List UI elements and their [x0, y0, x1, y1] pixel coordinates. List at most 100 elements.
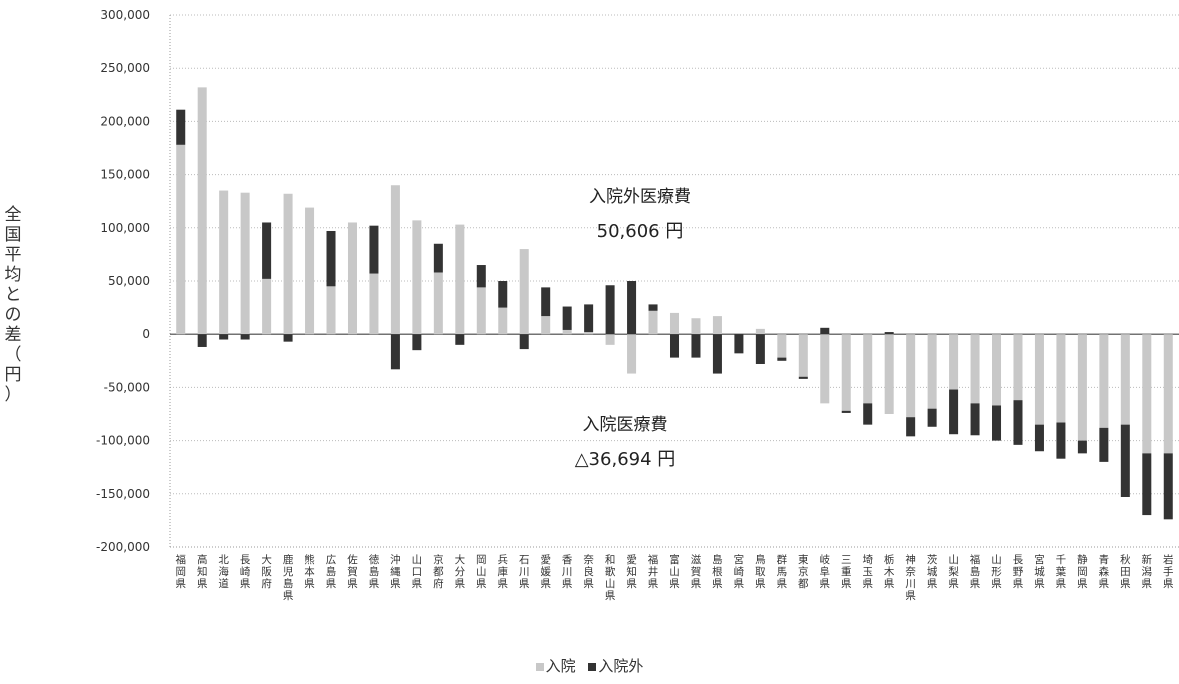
bar-outpatient — [1056, 422, 1066, 459]
annotation-inpatient-value: △36,694 円 — [574, 449, 676, 470]
x-tick-label: 高知県 — [197, 553, 208, 590]
x-tick-label: 岡山県 — [476, 554, 487, 590]
bar-outpatient — [841, 410, 851, 413]
x-tick-label: 熊本県 — [304, 553, 315, 590]
bar-inpatient — [949, 334, 959, 390]
bar-outpatient — [992, 405, 1002, 441]
bar-inpatient — [369, 273, 379, 335]
x-tick-label: 愛知県 — [626, 553, 637, 590]
bar-outpatient — [627, 281, 637, 335]
annotation-outpatient: 入院外医療費 50,606 円 — [575, 182, 705, 243]
x-tick-label: 福井県 — [648, 553, 659, 590]
bar-outpatient — [369, 225, 379, 274]
x-tick-label: 大阪府 — [261, 553, 272, 590]
x-tick-label: 香川県 — [562, 554, 573, 590]
bar-outpatient — [541, 287, 551, 317]
bar-inpatient — [755, 328, 765, 335]
bar-outpatient — [562, 306, 572, 330]
x-tick-label: 和歌山県 — [605, 554, 616, 602]
bar-inpatient — [176, 144, 186, 335]
bar-inpatient — [691, 318, 701, 335]
x-tick-label: 栃木県 — [884, 553, 895, 590]
x-tick-label: 長崎県 — [240, 554, 251, 590]
bar-outpatient — [1142, 453, 1152, 516]
bar-inpatient — [777, 334, 787, 358]
x-tick-label: 青森県 — [1099, 553, 1110, 590]
x-tick-label: 宮城県 — [1034, 553, 1045, 590]
bar-inpatient — [1034, 334, 1044, 425]
bar-outpatient — [1099, 427, 1109, 462]
bar-inpatient — [992, 334, 1002, 406]
bar-inpatient — [1099, 334, 1109, 428]
bar-inpatient — [863, 334, 873, 404]
bar-inpatient — [1056, 334, 1066, 423]
x-tick-label: 鹿児島県 — [283, 553, 294, 602]
bar-inpatient — [326, 286, 336, 335]
bar-inpatient — [584, 332, 594, 335]
bar-outpatient — [219, 334, 229, 340]
y-tick-label: -200,000 — [96, 540, 150, 554]
bar-inpatient — [240, 192, 250, 335]
bar-inpatient — [519, 249, 529, 335]
x-tick-label: 新潟県 — [1142, 553, 1153, 590]
bar-inpatient — [927, 334, 937, 409]
bar-outpatient — [970, 403, 980, 436]
x-tick-label: 秋田県 — [1120, 553, 1131, 590]
x-tick-label: 富山県 — [669, 553, 680, 590]
bar-inpatient — [347, 222, 357, 335]
bar-inpatient — [669, 312, 680, 335]
bar-outpatient — [476, 265, 486, 288]
bar-inpatient — [1142, 334, 1152, 454]
y-tick-label: 150,000 — [100, 168, 150, 182]
x-tick-label: 東京都 — [798, 553, 809, 590]
x-tick-label: 鳥取県 — [755, 553, 766, 590]
x-tick-label: 長野県 — [1013, 554, 1024, 590]
bar-outpatient — [884, 332, 894, 335]
x-tick-label: 徳島県 — [369, 553, 380, 590]
bar-outpatient — [240, 334, 250, 340]
bar-outpatient — [605, 285, 615, 335]
x-tick-label: 北海道 — [218, 554, 229, 590]
bar-outpatient — [863, 403, 873, 425]
x-tick-label: 福岡県 — [175, 553, 186, 590]
bar-inpatient — [1077, 334, 1087, 441]
x-tick-label: 宮崎県 — [734, 553, 745, 590]
y-tick-label: 200,000 — [100, 114, 150, 128]
x-tick-label: 佐賀県 — [347, 553, 358, 590]
x-tick-label: 大分県 — [455, 553, 466, 590]
bar-outpatient — [455, 334, 465, 345]
x-tick-label: 福島県 — [970, 553, 981, 590]
annotation-outpatient-value: 50,606 円 — [596, 221, 684, 242]
bar-outpatient — [1077, 440, 1087, 454]
bar-outpatient — [798, 376, 808, 379]
legend-item-inpatient: 入院 — [535, 655, 576, 676]
x-tick-label: 山形県 — [991, 554, 1002, 590]
x-tick-label: 沖縄県 — [390, 553, 401, 590]
bar-inpatient — [1120, 334, 1130, 425]
y-tick-label: -100,000 — [96, 434, 150, 448]
bar-outpatient — [906, 417, 916, 437]
x-tick-label: 愛媛県 — [540, 553, 551, 590]
x-tick-label: 島根県 — [712, 553, 723, 590]
y-tick-label: 250,000 — [100, 61, 150, 75]
bar-outpatient — [1120, 424, 1130, 497]
y-tick-label: 0 — [142, 327, 150, 341]
bar-outpatient — [949, 389, 959, 435]
x-tick-label: 山梨県 — [948, 554, 959, 590]
y-axis-label: 全 国 平 均 と の 差 （ 円 ） — [4, 205, 22, 405]
x-tick-label: 群馬県 — [777, 553, 788, 590]
x-tick-label: 三重県 — [841, 554, 852, 590]
x-tick-label: 岩手県 — [1163, 553, 1174, 590]
x-tick-label: 広島県 — [326, 553, 337, 590]
x-tick-label: 京都府 — [433, 553, 444, 590]
x-tick-label: 静岡県 — [1077, 553, 1088, 590]
bar-inpatient — [798, 334, 808, 377]
bar-inpatient — [648, 310, 658, 335]
bar-inpatient — [412, 220, 422, 335]
bar-outpatient — [691, 334, 701, 358]
bar-outpatient — [584, 304, 594, 333]
y-tick-label: 300,000 — [100, 8, 150, 22]
bar-outpatient — [734, 334, 744, 354]
x-tick-label: 岐阜県 — [820, 553, 831, 590]
x-tick-label: 千葉県 — [1056, 554, 1067, 590]
